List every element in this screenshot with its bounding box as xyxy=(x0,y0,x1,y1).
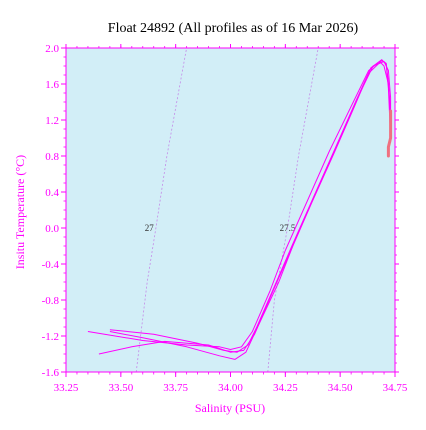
recent-profile-line xyxy=(386,109,393,158)
y-tick-label: 1.2 xyxy=(45,115,59,127)
plot-area xyxy=(66,48,395,372)
x-tick-label: 33.25 xyxy=(54,382,79,394)
isopycnal-line xyxy=(135,47,187,373)
x-tick-label: 33.50 xyxy=(108,382,133,394)
x-tick-label: 34.00 xyxy=(218,382,243,394)
x-axis: 33.25 33.50 33.75 34.00 34.25 34.50 34.75 xyxy=(54,44,408,394)
isopycnal-label: 27.5 xyxy=(280,223,296,233)
y-tick-label: 0.4 xyxy=(45,187,59,199)
y-axis-label: Insitu Temperature (°C) xyxy=(13,155,27,269)
x-tick-label: 34.75 xyxy=(383,382,408,394)
y-axis: -1.6 -1.2 -0.8 -0.4 0.0 0.4 0.8 1.2 1.6 2.0 xyxy=(42,43,399,379)
y-tick-label: -0.8 xyxy=(42,295,60,307)
x-tick-label: 34.50 xyxy=(328,382,353,394)
y-tick-label: -0.4 xyxy=(42,259,60,271)
y-tick-label: 0.8 xyxy=(45,151,59,163)
y-tick-label: 1.6 xyxy=(45,79,59,91)
y-tick-label: 2.0 xyxy=(45,43,59,55)
profile-line xyxy=(98,60,392,355)
isopycnal-lines: 27 27.5 xyxy=(135,47,319,373)
y-tick-label: 0.0 xyxy=(45,223,59,235)
isopycnal-line xyxy=(267,47,319,373)
x-tick-label: 34.25 xyxy=(273,382,298,394)
chart-title: Float 24892 (All profiles as of 16 Mar 2… xyxy=(108,21,359,36)
y-tick-label: -1.6 xyxy=(42,367,60,379)
isopycnal-label: 27 xyxy=(145,223,155,233)
x-tick-label: 33.75 xyxy=(163,382,188,394)
recent-profile xyxy=(386,109,393,158)
y-tick-label: -1.2 xyxy=(42,331,59,343)
profile-lines xyxy=(87,59,392,360)
x-axis-label: Salinity (PSU) xyxy=(195,401,265,415)
